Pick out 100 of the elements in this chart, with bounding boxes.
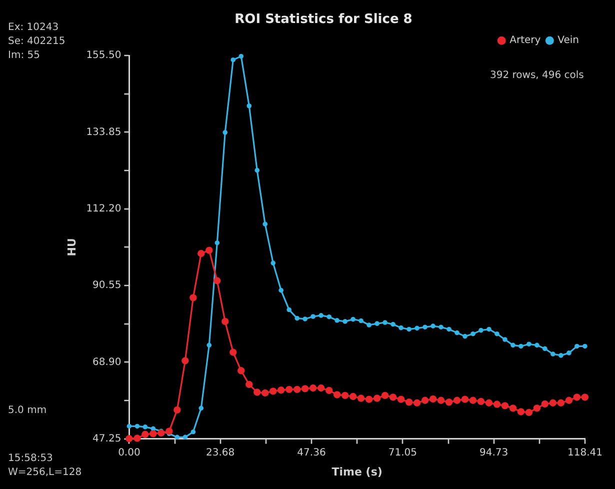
point [397,396,405,403]
point [222,318,229,326]
y-axis-title: HU [65,238,78,256]
point [445,398,453,406]
point [270,388,277,395]
point [493,400,501,408]
point [174,406,181,414]
point [294,316,300,321]
point [302,316,308,322]
point [206,342,212,348]
point [509,404,517,412]
point [342,319,348,324]
point [469,396,477,404]
text: Ex: 10243 [8,22,59,33]
point [158,429,165,437]
point [542,346,548,352]
point [526,342,532,347]
point [214,277,221,284]
point [142,430,149,438]
point [262,222,268,226]
x-tick-label: 71.05 [388,447,418,458]
point [182,434,188,440]
point [582,344,588,349]
point [438,324,444,330]
point [413,399,421,406]
point [150,430,157,438]
point [325,386,333,394]
point [262,389,269,397]
point [406,326,412,332]
x-tick-label: 94.73 [480,447,508,458]
point [541,400,549,408]
point [422,324,428,330]
point [461,396,469,403]
y-tick-label: 155.50 [86,50,122,62]
point [429,395,437,403]
legend-label: Vein [558,35,580,46]
point [190,429,196,434]
point [470,331,476,336]
point [549,399,557,406]
point [454,330,460,336]
point [374,321,380,326]
y-tick-label: 68.90 [92,356,122,368]
point [573,394,581,401]
point [357,394,365,402]
point [558,353,564,358]
point [182,357,189,364]
y-tick-label: 90.55 [92,280,122,292]
point [517,408,525,416]
point [501,402,509,410]
point [134,434,141,442]
point [390,322,396,327]
point [166,428,173,435]
point [230,348,237,356]
point [366,322,372,328]
point [462,334,468,339]
point [277,386,285,394]
point [446,326,452,332]
point [270,260,276,266]
point [317,384,325,392]
point [550,352,556,356]
x-axis-title: Time (s) [332,465,382,478]
point [533,404,541,412]
annotation: 392 rows, 496 cols [490,70,584,81]
point [437,396,445,404]
point [254,168,260,173]
point [246,380,253,388]
point [389,394,397,401]
point [557,399,565,406]
point [294,386,301,394]
point [566,350,572,356]
text: W=256,L=128 [8,467,82,478]
point [414,326,420,331]
point [309,384,317,392]
point [494,331,500,336]
point [574,344,580,349]
point [350,316,356,322]
point [381,392,389,400]
point [485,399,493,406]
x-tick-label: 23.68 [206,447,235,458]
chart-title: ROI Statistics for Slice 8 [234,12,412,28]
point [126,424,132,429]
point [278,288,284,293]
point [190,294,197,302]
point [134,424,140,429]
point [318,313,324,318]
y-tick-label: 112.20 [86,203,122,214]
y-tick-label: 133.85 [86,126,122,138]
point [525,408,533,416]
point [349,392,357,400]
point [373,394,381,402]
point [510,342,516,348]
point [142,424,148,430]
point [254,388,261,396]
point [198,250,205,258]
point [581,394,589,401]
point [198,406,204,411]
point [518,344,524,349]
point [358,318,364,324]
point [301,385,309,392]
legend-label: Artery [510,35,541,46]
